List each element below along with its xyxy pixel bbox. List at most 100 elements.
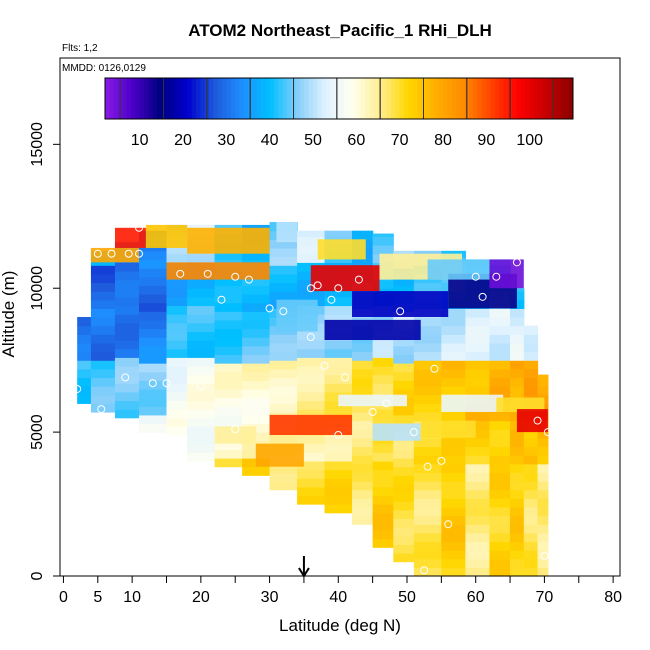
heatmap-cell <box>269 394 298 404</box>
heatmap-cell <box>297 331 326 341</box>
heatmap-cell <box>187 400 216 410</box>
heatmap-cell <box>139 388 168 399</box>
colorbar-swatch <box>213 78 219 119</box>
heatmap-cell <box>187 434 216 445</box>
heatmap-features <box>90 222 548 467</box>
observation-markers <box>73 215 552 575</box>
colorbar-tick-label: 90 <box>477 132 495 149</box>
heatmap-cell <box>441 342 466 353</box>
heatmap-cell <box>114 365 140 376</box>
heatmap-cell <box>489 334 511 344</box>
colorbar-swatch <box>274 78 279 119</box>
heatmap-cell <box>242 319 271 330</box>
colorbar-swatch <box>477 78 483 119</box>
heatmap-feature <box>496 397 545 412</box>
heatmap-cell <box>489 420 511 430</box>
heatmap-cell <box>523 386 539 396</box>
heatmap-cell <box>465 377 491 387</box>
heatmap-cell <box>510 541 525 551</box>
heatmap-cell <box>441 351 466 361</box>
colorbar-swatch <box>326 78 331 119</box>
heatmap-cell <box>523 481 539 491</box>
heatmap-cell <box>510 299 525 309</box>
heatmap-cell <box>510 351 525 361</box>
heatmap-cell <box>297 245 326 255</box>
colorbar-swatch <box>469 78 474 119</box>
heatmap-cell <box>114 296 140 307</box>
observation-marker <box>265 304 274 313</box>
colorbar-swatch <box>451 78 457 119</box>
heatmap-cell <box>372 460 394 471</box>
colorbar-swatch <box>148 78 154 119</box>
heatmap-cell <box>393 527 415 537</box>
heatmap-cell <box>523 455 539 465</box>
heatmap-cell <box>166 348 188 358</box>
heatmap-cell <box>214 458 243 468</box>
heatmap-cell <box>465 386 491 396</box>
heatmap-cell <box>465 567 491 577</box>
heatmap-cell <box>166 357 188 367</box>
heatmap-cell <box>523 351 539 361</box>
colorbar-swatch <box>209 78 214 119</box>
heatmap-cell <box>324 374 353 384</box>
heatmap-cell <box>523 368 539 379</box>
colorbar-swatch <box>521 78 526 119</box>
observation-marker <box>135 223 144 232</box>
heatmap-cell <box>372 521 394 531</box>
colorbar-swatch <box>330 78 336 119</box>
observation-marker <box>444 520 453 529</box>
colorbar-swatch <box>256 78 262 119</box>
colorbar-swatch <box>447 78 453 119</box>
plot-frame <box>59 57 621 577</box>
heatmap-cell <box>441 317 466 327</box>
heatmap-cell <box>242 285 271 295</box>
heatmap-cell <box>269 291 298 301</box>
heatmap-cell <box>139 319 168 330</box>
heatmap-cell <box>523 515 539 525</box>
heatmap-cell <box>139 328 168 338</box>
heatmap-cell <box>393 388 415 399</box>
heatmap-cell <box>269 342 298 353</box>
heatmap-cell <box>537 550 549 560</box>
heatmap-cell <box>465 498 491 508</box>
heatmap-cell <box>523 498 539 508</box>
heatmap-cell <box>77 342 92 353</box>
heatmap-cell <box>297 365 326 376</box>
colorbar-swatch <box>152 78 158 119</box>
heatmap-cell <box>139 354 168 364</box>
heatmap-cell <box>77 386 92 396</box>
heatmap-cell <box>114 305 140 315</box>
heatmap-cell <box>90 273 116 284</box>
heatmap-cell <box>166 245 188 255</box>
heatmap-cell <box>324 443 353 453</box>
observation-marker <box>148 379 157 388</box>
heatmap-cell <box>489 498 511 508</box>
heatmap-cell <box>465 558 491 568</box>
heatmap-cell <box>214 380 243 390</box>
heatmap-cell <box>214 276 243 286</box>
colorbar-swatch <box>495 78 500 119</box>
colorbar-swatch <box>135 78 141 119</box>
heatmap-cell <box>510 567 525 577</box>
heatmap-cell <box>114 270 140 281</box>
colorbar: 10 20 30 40 50 60 70 80 90 100 <box>104 77 574 149</box>
colorbar-swatch <box>347 78 353 119</box>
heatmap-cell <box>510 429 525 439</box>
heatmap-cell <box>297 409 326 419</box>
heatmap-cell <box>413 368 442 379</box>
heatmap-cell <box>413 524 442 534</box>
heatmap-cell <box>166 331 188 341</box>
heatmap-cell <box>465 342 491 353</box>
heatmap-cell <box>90 308 116 318</box>
x-tick-label: 10 <box>123 589 141 606</box>
colorbar-tick-label: 100 <box>516 132 543 149</box>
observation-marker <box>203 269 212 278</box>
heatmap-cell <box>523 429 539 439</box>
heatmap-cell <box>413 515 442 525</box>
observation-marker <box>420 566 429 575</box>
heatmap-cell <box>187 417 216 427</box>
heatmap-cell <box>393 337 415 347</box>
colorbar-swatch <box>282 78 288 119</box>
heatmap-feature <box>338 394 407 407</box>
observation-marker <box>306 284 315 293</box>
